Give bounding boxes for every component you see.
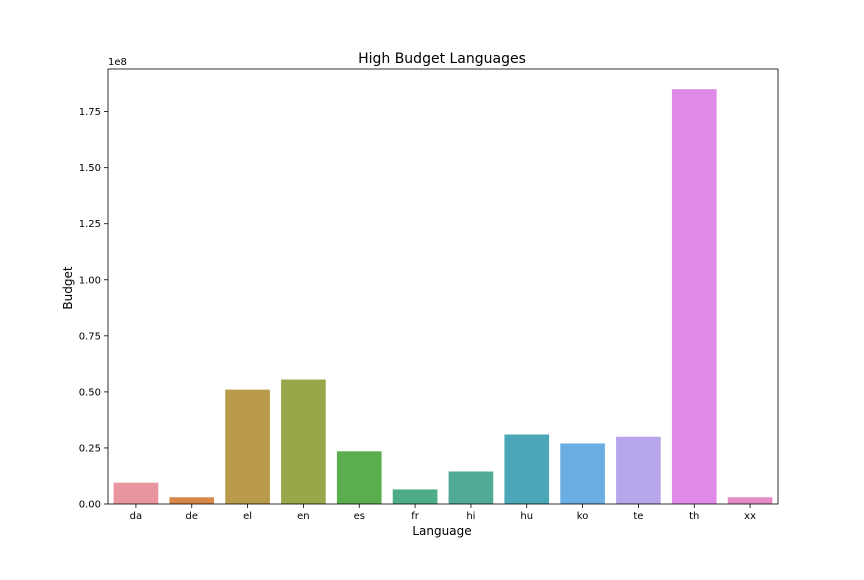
- bar-th: [671, 89, 717, 505]
- x-tick-label-te: te: [633, 511, 643, 522]
- bar-te: [616, 436, 661, 504]
- bar-hu: [504, 434, 550, 504]
- y-tick-label-0: 0.00: [79, 500, 101, 511]
- bar-en: [281, 379, 326, 504]
- x-tick-label-en: en: [297, 511, 310, 522]
- y-tick-label-1: 0.25: [79, 443, 101, 454]
- x-tick-label-de: de: [186, 511, 199, 522]
- x-tick-label-hu: hu: [520, 511, 533, 522]
- bars-group: [113, 89, 773, 505]
- x-tick-label-da: da: [130, 511, 142, 522]
- y-tick-label-5: 1.25: [79, 219, 101, 230]
- bar-ko: [560, 443, 605, 504]
- bar-de: [169, 497, 215, 504]
- y-axis-label: Budget: [61, 266, 75, 309]
- x-tick-label-ko: ko: [577, 511, 589, 522]
- bar-fr: [392, 489, 438, 504]
- bar-es: [336, 451, 382, 504]
- y-tick-label-2: 0.50: [79, 387, 101, 398]
- plot-area-frame: [107, 68, 779, 505]
- y-tick-label-6: 1.50: [79, 163, 101, 174]
- y-tick-label-3: 0.75: [79, 331, 101, 342]
- bar-hi: [448, 471, 494, 504]
- y-axis-ticks: 0.00 0.25 0.50 0.75 1.00 1.25 1.50 1.75: [79, 107, 108, 511]
- bar-xx: [727, 497, 773, 504]
- x-tick-label-fr: fr: [411, 511, 420, 522]
- x-tick-label-el: el: [243, 511, 252, 522]
- x-tick-label-th: th: [689, 511, 699, 522]
- bar-da: [113, 482, 159, 504]
- bar-el: [225, 389, 270, 504]
- x-tick-label-hi: hi: [466, 511, 475, 522]
- x-axis-ticks: da de el en es fr hi hu ko te th xx: [130, 504, 756, 522]
- chart-title: High Budget Languages: [358, 51, 526, 67]
- y-axis-scale-label: 1e8: [108, 57, 127, 68]
- x-tick-label-xx: xx: [744, 511, 756, 522]
- x-tick-label-es: es: [354, 511, 365, 522]
- y-tick-label-7: 1.75: [79, 107, 101, 118]
- y-tick-label-4: 1.00: [79, 275, 101, 286]
- x-axis-label: Language: [412, 524, 471, 538]
